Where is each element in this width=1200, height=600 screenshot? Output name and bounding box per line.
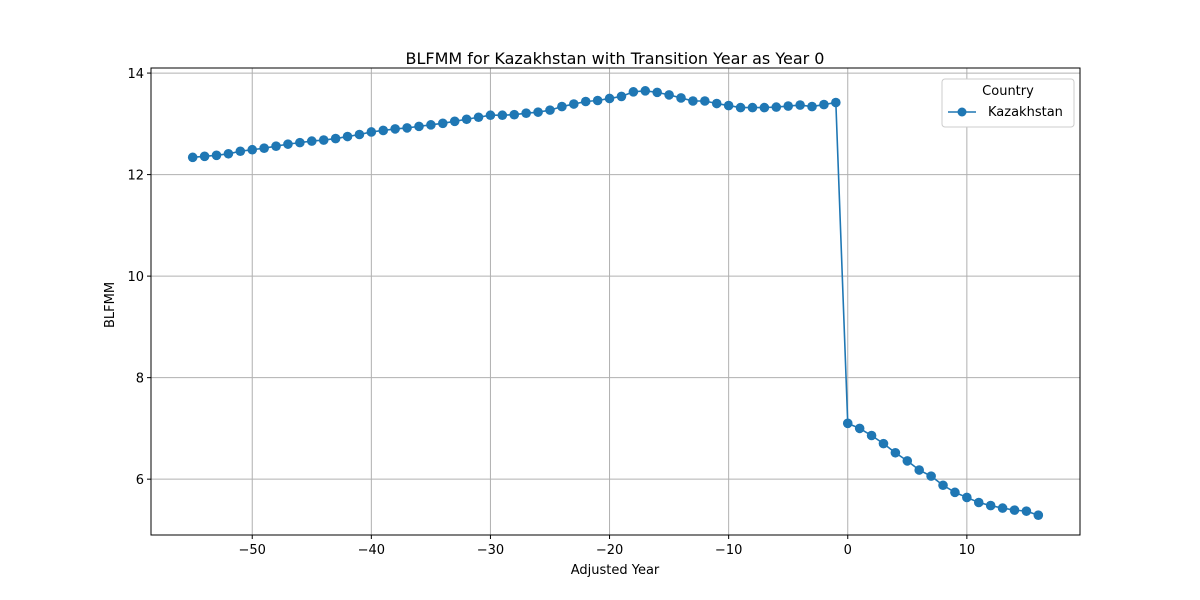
data-point bbox=[747, 102, 758, 113]
data-point bbox=[962, 492, 972, 503]
y-tick-label: 8 bbox=[136, 372, 144, 387]
data-point bbox=[402, 123, 412, 133]
x-tick-label: −30 bbox=[477, 543, 504, 558]
data-point bbox=[950, 487, 960, 498]
chart-title: BLFMM for Kazakhstan with Transition Yea… bbox=[406, 49, 825, 68]
data-point bbox=[759, 102, 770, 113]
data-point bbox=[878, 438, 889, 449]
data-point bbox=[771, 102, 782, 112]
data-point bbox=[414, 121, 424, 132]
data-point bbox=[259, 143, 269, 153]
x-tick-label: −50 bbox=[239, 543, 266, 558]
data-point bbox=[854, 423, 865, 434]
data-point bbox=[902, 456, 913, 466]
data-point bbox=[545, 105, 555, 115]
data-point bbox=[1021, 506, 1032, 516]
data-point bbox=[521, 108, 531, 118]
data-point bbox=[616, 91, 627, 102]
data-point bbox=[652, 87, 662, 98]
legend-title: Country bbox=[982, 84, 1034, 99]
y-tick-label: 12 bbox=[127, 169, 144, 184]
data-point bbox=[723, 100, 734, 111]
data-point bbox=[842, 418, 853, 429]
data-point bbox=[318, 135, 329, 145]
data-point bbox=[985, 500, 996, 511]
grid bbox=[151, 68, 1080, 535]
series-kazakhstan bbox=[187, 86, 1044, 520]
data-point bbox=[461, 114, 472, 125]
data-point bbox=[580, 96, 591, 107]
data-point bbox=[342, 131, 353, 142]
data-point bbox=[235, 146, 246, 157]
data-point bbox=[604, 93, 615, 104]
data-point bbox=[330, 133, 341, 144]
data-point bbox=[795, 100, 805, 110]
data-point bbox=[664, 90, 674, 100]
data-point bbox=[473, 112, 484, 123]
plot-frame bbox=[150, 67, 1081, 536]
data-point bbox=[354, 129, 365, 140]
legend-marker-kazakhstan bbox=[957, 107, 967, 117]
x-axis: −50 −40 −30 −20 −10 0 10 bbox=[239, 535, 976, 558]
data-point bbox=[592, 95, 603, 106]
y-axis: 6 8 10 12 14 bbox=[127, 67, 151, 488]
data-point bbox=[283, 139, 293, 149]
data-point bbox=[819, 99, 829, 110]
data-point bbox=[497, 110, 508, 121]
y-tick-label: 6 bbox=[136, 473, 144, 488]
data-point bbox=[247, 144, 258, 155]
data-point bbox=[211, 150, 222, 161]
data-point bbox=[271, 141, 281, 151]
data-point bbox=[926, 471, 936, 481]
data-point bbox=[378, 125, 389, 136]
data-point bbox=[569, 99, 579, 109]
data-point bbox=[199, 151, 210, 162]
data-point bbox=[295, 137, 305, 148]
data-point bbox=[700, 96, 710, 106]
y-tick-label: 10 bbox=[127, 270, 144, 285]
legend: Country Kazakhstan bbox=[941, 78, 1075, 128]
data-point bbox=[187, 152, 198, 163]
data-point bbox=[890, 447, 901, 458]
data-point bbox=[783, 101, 793, 111]
x-tick-label: −20 bbox=[596, 543, 623, 558]
data-point bbox=[938, 480, 948, 491]
x-tick-label: −40 bbox=[358, 543, 385, 558]
data-point bbox=[438, 118, 448, 129]
data-point bbox=[1009, 505, 1020, 515]
data-point bbox=[628, 87, 639, 97]
legend-box bbox=[941, 78, 1075, 128]
data-point bbox=[533, 107, 543, 117]
data-point bbox=[509, 109, 520, 120]
data-point bbox=[914, 465, 925, 475]
data-point bbox=[485, 110, 496, 121]
data-point bbox=[640, 86, 651, 96]
data-point bbox=[711, 98, 722, 109]
data-point bbox=[997, 503, 1008, 513]
data-point bbox=[866, 430, 877, 441]
data-point bbox=[688, 96, 698, 106]
x-tick-label: 10 bbox=[959, 543, 976, 558]
x-tick-label: −10 bbox=[715, 543, 742, 558]
x-axis-label: Adjusted Year bbox=[571, 563, 660, 578]
data-point bbox=[676, 93, 686, 103]
data-point bbox=[306, 136, 317, 146]
legend-label-kazakhstan: Kazakhstan bbox=[988, 105, 1063, 120]
data-point bbox=[557, 101, 567, 112]
data-point bbox=[973, 497, 984, 508]
data-point bbox=[223, 148, 234, 159]
data-point bbox=[831, 97, 841, 108]
data-point bbox=[390, 124, 400, 134]
data-point bbox=[449, 116, 460, 127]
data-point bbox=[366, 127, 377, 137]
x-tick-label: 0 bbox=[844, 543, 852, 558]
y-tick-label: 14 bbox=[127, 67, 144, 82]
data-point bbox=[807, 101, 817, 112]
data-point bbox=[426, 120, 436, 130]
y-axis-label: BLFMM bbox=[103, 282, 118, 328]
data-point bbox=[1033, 510, 1044, 520]
data-point bbox=[735, 102, 746, 113]
